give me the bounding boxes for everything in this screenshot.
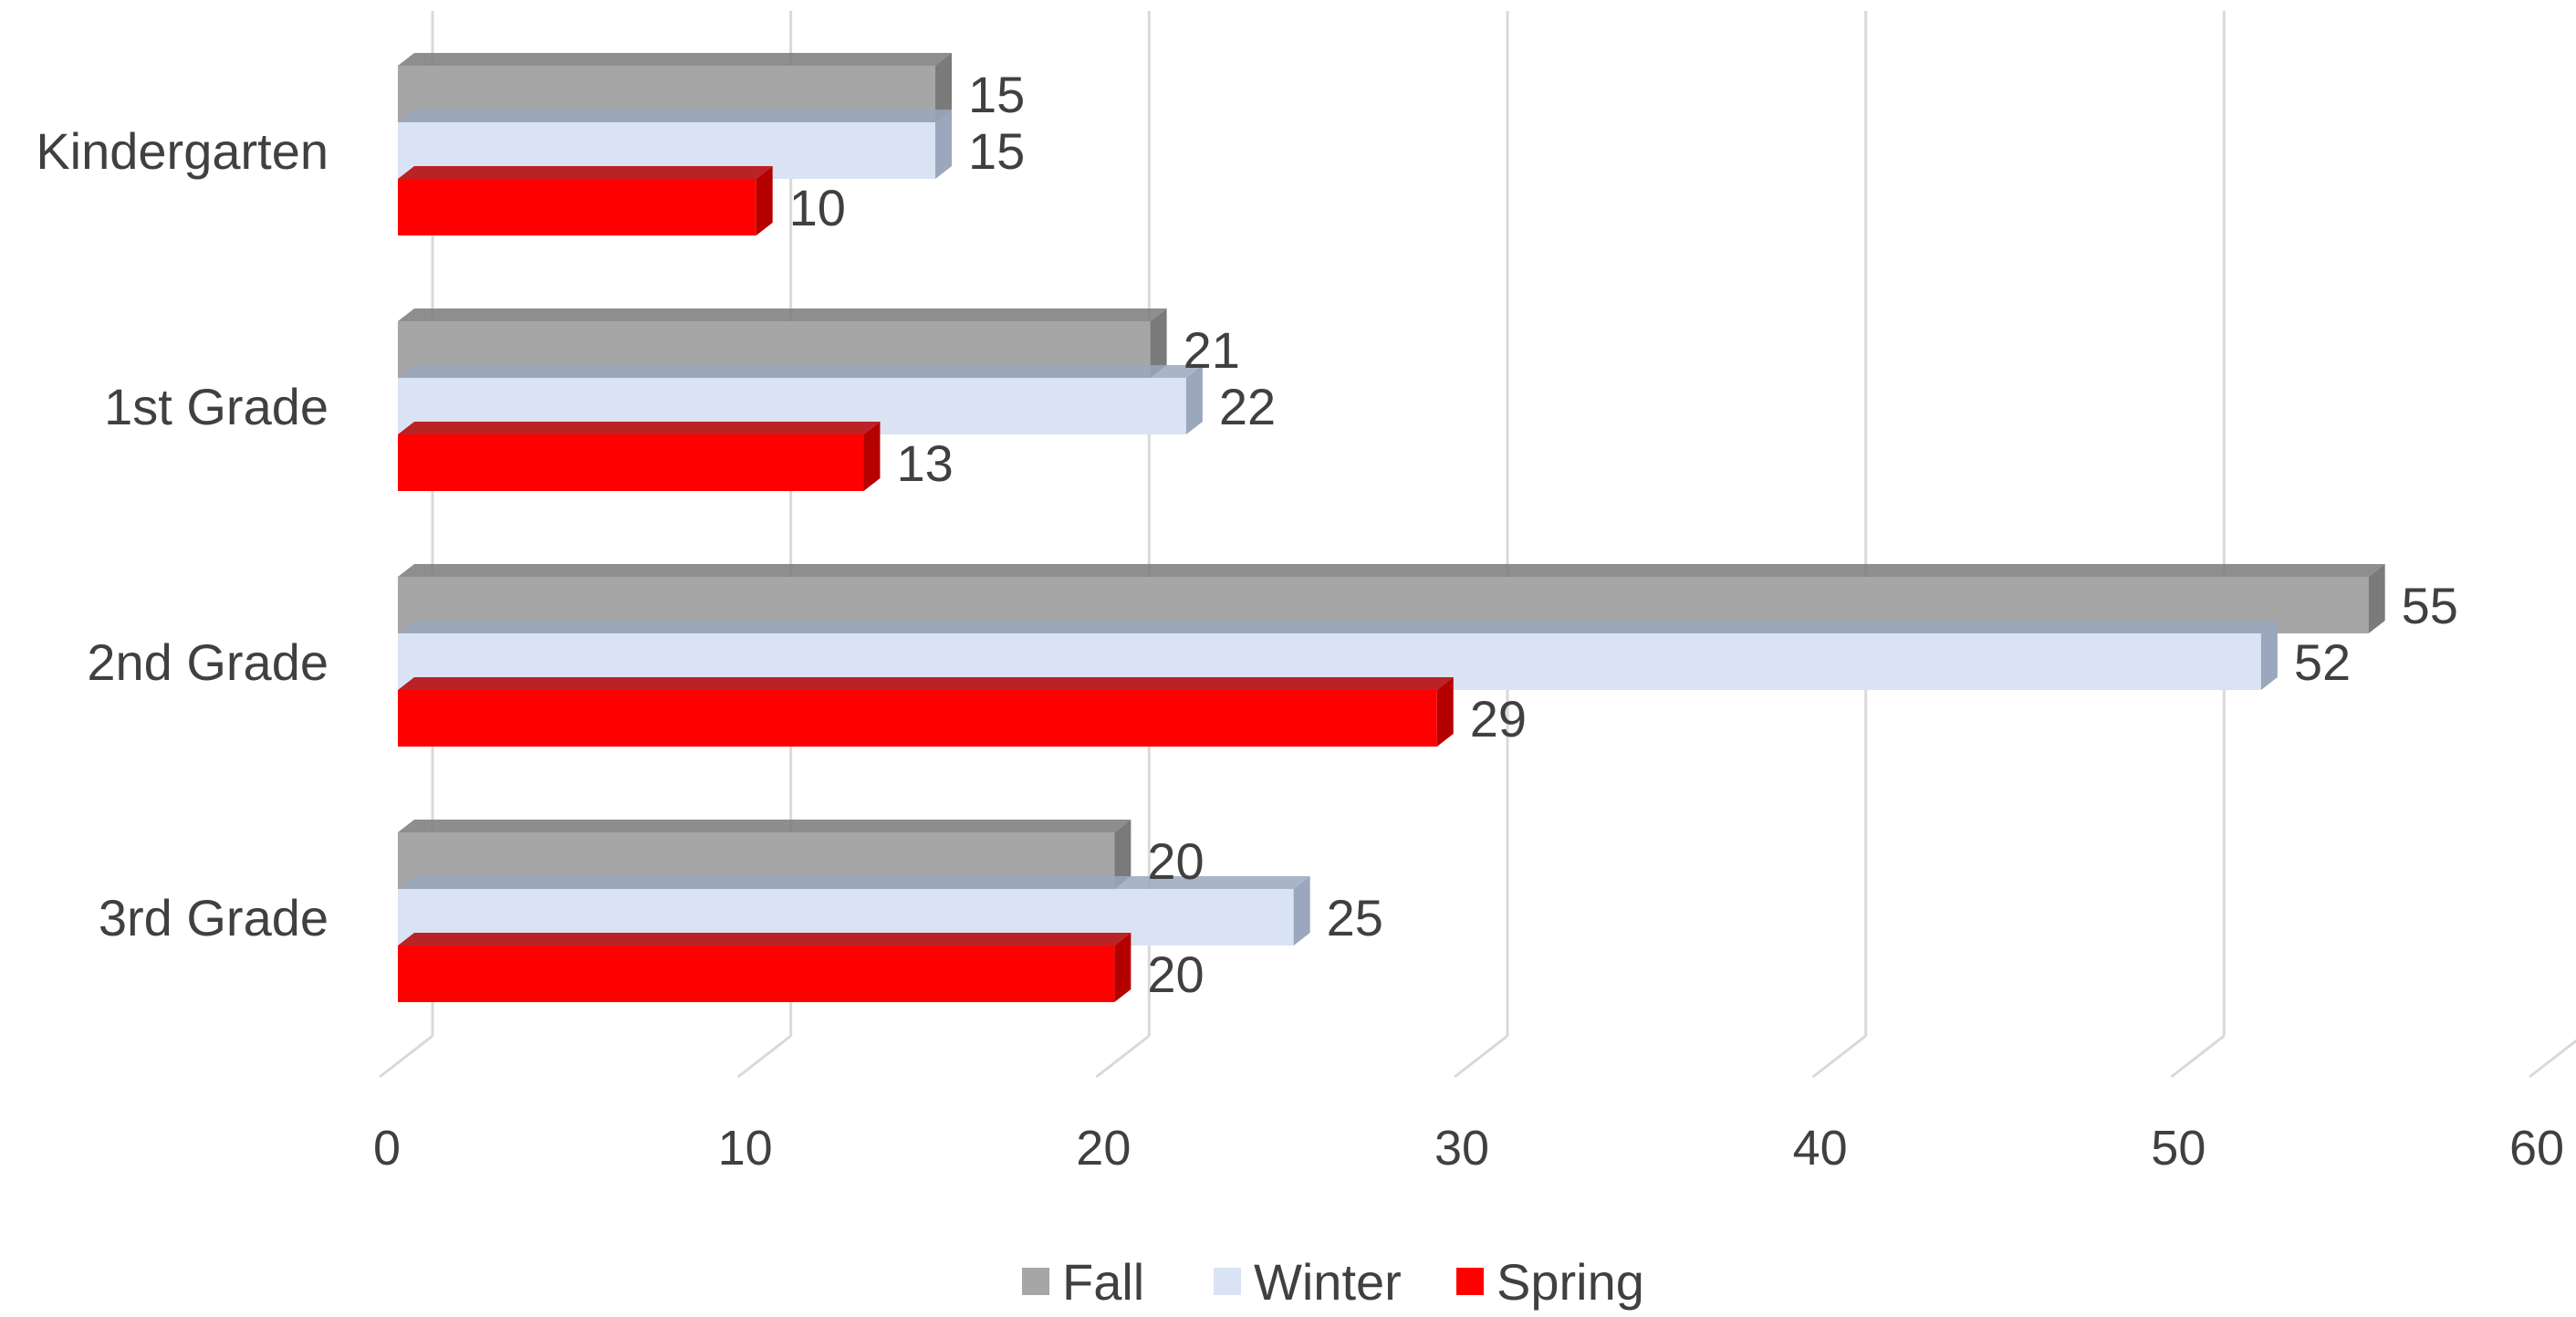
legend: Fall Winter Spring xyxy=(1022,1253,1644,1311)
data-label: 20 xyxy=(1147,832,1204,890)
bar-side-face xyxy=(756,166,773,235)
bar-spring xyxy=(398,677,1454,747)
legend-swatch xyxy=(1022,1268,1049,1295)
legend-item-fall: Fall xyxy=(1022,1253,1144,1311)
bar-top-face xyxy=(398,564,2385,577)
bar-side-face xyxy=(935,110,952,179)
floor-gridline xyxy=(2170,1034,2226,1079)
bar-top-face xyxy=(398,933,1132,946)
bar-top-face xyxy=(398,110,952,122)
x-tick-label: 10 xyxy=(718,1121,773,1176)
bar-top-face xyxy=(398,820,1132,832)
bar-side-face xyxy=(863,422,881,491)
x-tick-label: 60 xyxy=(2509,1121,2564,1176)
bar-side-face xyxy=(2368,564,2385,633)
x-tick-label: 30 xyxy=(1434,1121,1489,1176)
bar-top-face xyxy=(398,166,773,179)
data-label: 55 xyxy=(2402,577,2458,634)
legend-label: Spring xyxy=(1497,1253,1644,1311)
gridlines xyxy=(379,11,2576,1079)
bar-top-face xyxy=(398,422,881,434)
data-label: 20 xyxy=(1147,946,1204,1003)
bar-side-face xyxy=(1150,308,1167,378)
category-labels: Kindergarten 1st Grade 2nd Grade 3rd Grade xyxy=(36,122,329,946)
category-label: 3rd Grade xyxy=(99,889,329,946)
bar-top-face xyxy=(398,677,1454,690)
bar-top-face xyxy=(398,621,2278,633)
x-tick-label: 0 xyxy=(373,1121,401,1176)
bar-top-face xyxy=(398,53,952,66)
x-axis-tick-labels: 0 10 20 30 40 50 60 xyxy=(373,1121,2564,1176)
floor-gridline xyxy=(1095,1034,1151,1079)
bar-top-face xyxy=(398,365,1203,378)
data-label: 25 xyxy=(1327,889,1383,946)
bar-front-face xyxy=(398,179,756,235)
category-label: Kindergarten xyxy=(36,122,329,180)
bar-side-face xyxy=(935,53,952,122)
legend-item-spring: Spring xyxy=(1456,1253,1644,1311)
floor-gridline xyxy=(379,1034,433,1079)
bar-side-face xyxy=(1436,677,1454,747)
data-label: 10 xyxy=(789,179,846,236)
bar-side-face xyxy=(2260,621,2278,690)
legend-swatch xyxy=(1456,1268,1484,1295)
data-label: 13 xyxy=(896,434,953,492)
x-tick-label: 50 xyxy=(2151,1121,2206,1176)
legend-label: Winter xyxy=(1254,1253,1402,1311)
data-label: 22 xyxy=(1219,378,1276,435)
bar-front-face xyxy=(398,946,1115,1002)
category-label: 2nd Grade xyxy=(87,633,329,691)
data-label: 15 xyxy=(968,122,1025,180)
x-tick-label: 40 xyxy=(1793,1121,1848,1176)
bar-spring xyxy=(398,422,881,491)
data-label: 52 xyxy=(2294,633,2351,691)
bar-top-face xyxy=(398,308,1167,321)
bar-front-face xyxy=(398,434,864,491)
data-label: 15 xyxy=(968,66,1025,123)
floor-gridline xyxy=(1811,1034,1867,1079)
legend-swatch xyxy=(1214,1268,1241,1295)
bar-side-face xyxy=(1114,933,1132,1002)
floor-gridline xyxy=(1454,1034,1508,1079)
floor-gridline xyxy=(2529,1039,2576,1079)
bar-side-face xyxy=(1114,820,1132,889)
bar-front-face xyxy=(398,690,1437,747)
legend-item-winter: Winter xyxy=(1214,1253,1402,1311)
x-tick-label: 20 xyxy=(1076,1121,1131,1176)
data-label: 21 xyxy=(1184,321,1240,379)
bar-side-face xyxy=(1185,365,1203,434)
bar-spring xyxy=(398,933,1132,1002)
category-label: 1st Grade xyxy=(104,378,329,435)
bars xyxy=(398,53,2385,1002)
bar-top-face xyxy=(398,876,1310,889)
floor-gridline xyxy=(736,1034,792,1079)
bar-side-face xyxy=(1293,876,1310,946)
legend-label: Fall xyxy=(1062,1253,1144,1311)
bar-spring xyxy=(398,166,773,235)
data-label: 29 xyxy=(1470,690,1527,747)
